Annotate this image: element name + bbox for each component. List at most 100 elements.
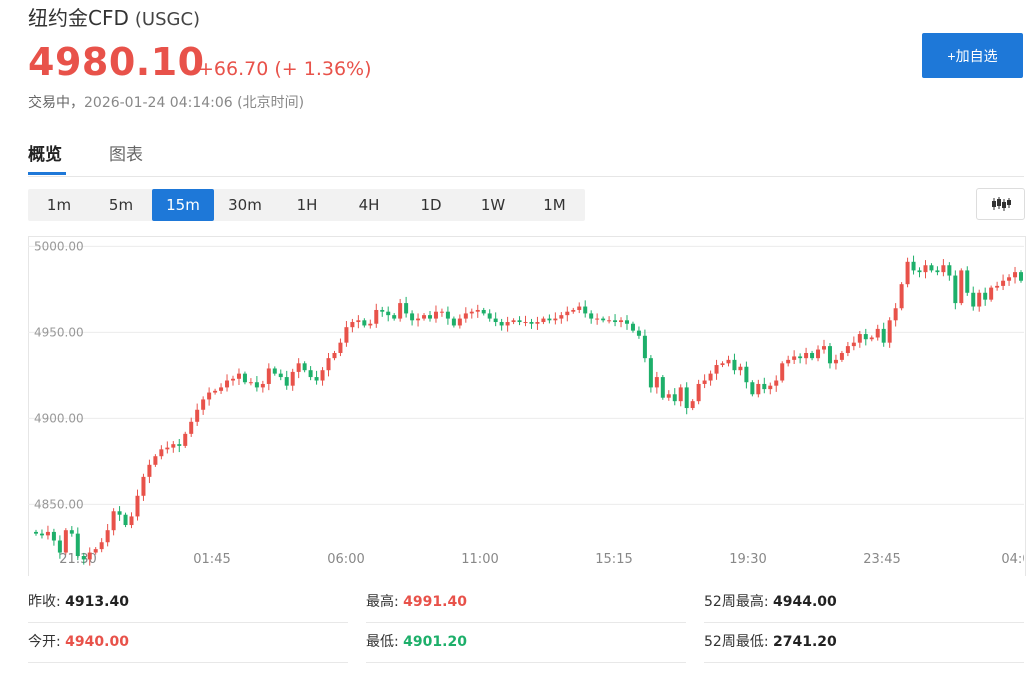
candle-body — [356, 320, 361, 323]
candle-body — [416, 318, 421, 321]
candle-body — [822, 346, 826, 350]
y-tick-label: 4900.00 — [34, 411, 84, 425]
candle-body — [613, 320, 618, 323]
price-change: +66.70 (+ 1.36%) — [198, 58, 372, 80]
candle-body — [905, 261, 910, 285]
tab-chart[interactable]: 图表 — [109, 145, 143, 165]
candle-body — [696, 383, 701, 402]
candle-body — [589, 313, 594, 319]
candle-body — [45, 531, 50, 536]
stat-52w-high: 52周最高: 4944.00 — [704, 594, 837, 610]
instrument-name: 纽约金CFD — [28, 6, 129, 30]
candle-body — [911, 261, 916, 271]
candle-body — [720, 363, 725, 366]
candle-body — [786, 359, 791, 364]
candle-body — [595, 318, 600, 320]
status-text: 交易中， — [28, 95, 84, 111]
chart-frame — [28, 236, 1026, 576]
candle-body — [517, 320, 522, 323]
period-1w[interactable]: 1W — [480, 196, 506, 214]
candle-body — [39, 533, 44, 536]
candle-body — [451, 318, 456, 326]
candle-body — [947, 265, 952, 276]
x-tick-label: 06:00 — [327, 552, 364, 567]
y-tick-label: 4850.00 — [34, 497, 84, 511]
candle-body — [547, 318, 552, 321]
candle-body — [875, 328, 880, 338]
candle-body — [386, 311, 391, 316]
period-5m[interactable]: 5m — [108, 196, 134, 214]
candle-body — [959, 270, 964, 304]
period-1mo[interactable]: 1M — [543, 196, 566, 214]
period-4h[interactable]: 4H — [358, 196, 380, 214]
candle-body — [714, 365, 719, 374]
candle-body — [619, 320, 624, 323]
divider — [704, 662, 1024, 663]
candle-body — [732, 359, 737, 371]
candle-body — [129, 516, 134, 526]
candle-body — [368, 323, 373, 326]
candle-body — [810, 352, 815, 359]
divider — [28, 662, 348, 663]
candle-body — [105, 530, 110, 543]
candle-body — [816, 349, 821, 359]
candle-body — [81, 556, 86, 560]
tab-bar: 概览 图表 — [28, 138, 1024, 177]
candle-body — [242, 373, 247, 383]
candle-body — [833, 359, 838, 364]
period-30m[interactable]: 30m — [228, 196, 262, 214]
timezone-label: (北京时间) — [237, 95, 305, 111]
candle-body — [798, 356, 803, 359]
candle-body — [344, 327, 349, 343]
candle-body — [565, 311, 570, 316]
candle-body — [768, 385, 773, 390]
candle-body — [756, 383, 761, 395]
candle-body — [254, 382, 259, 388]
candle-body — [702, 380, 707, 384]
candle-body — [851, 342, 856, 347]
stats-row-2: 今开: 4940.00 最低: 4901.20 52周最低: 2741.20 — [28, 623, 1024, 661]
stat-open: 今开: 4940.00 — [28, 634, 129, 650]
candle-body — [189, 421, 194, 434]
period-1d[interactable]: 1D — [420, 196, 442, 214]
instrument-title: 纽约金CFD (USGC) — [28, 2, 200, 31]
candle-body — [577, 306, 582, 310]
stat-prev-close: 昨收: 4913.40 — [28, 594, 129, 610]
add-to-watchlist-button[interactable]: +加自选 — [922, 33, 1023, 78]
chart-type-button[interactable] — [976, 188, 1025, 220]
candle-body — [326, 358, 331, 371]
candle-body — [475, 309, 480, 312]
candle-body — [995, 285, 1000, 288]
candle-body — [422, 315, 427, 319]
candle-body — [213, 390, 218, 393]
trading-status: 交易中，2026-01-24 04:14:06 (北京时间) — [28, 92, 304, 112]
divider — [366, 662, 686, 663]
period-1m[interactable]: 1m — [46, 196, 72, 214]
candle-body — [57, 540, 62, 553]
active-tab-indicator — [28, 172, 66, 175]
candle-body — [445, 311, 450, 319]
candle-body — [374, 309, 379, 324]
candle-body — [278, 373, 283, 378]
candle-body — [630, 323, 635, 331]
candle-body — [929, 265, 934, 271]
candle-body — [1013, 272, 1018, 278]
divider — [28, 622, 348, 623]
candle-body — [780, 363, 785, 381]
x-tick-label: 23:45 — [863, 552, 900, 567]
candle-body — [266, 368, 271, 384]
tab-overview[interactable]: 概览 — [28, 145, 62, 165]
candle-body — [1019, 272, 1023, 281]
candle-body — [398, 303, 403, 319]
candle-body — [469, 311, 474, 314]
period-1h[interactable]: 1H — [296, 196, 318, 214]
candle-body — [195, 409, 200, 422]
candle-body — [380, 309, 385, 312]
candle-body — [302, 363, 307, 371]
candle-body — [487, 313, 492, 319]
candle-body — [774, 380, 779, 386]
candle-body — [684, 387, 689, 409]
candle-body — [147, 464, 152, 477]
period-15m[interactable]: 15m — [152, 189, 214, 221]
